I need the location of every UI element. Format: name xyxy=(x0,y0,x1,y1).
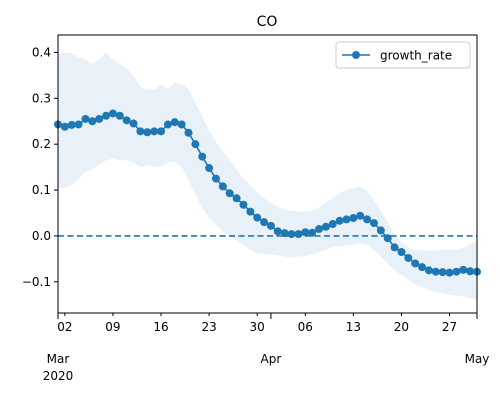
data-point xyxy=(108,109,117,118)
data-point xyxy=(129,119,138,128)
x-major-tick-label: Mar xyxy=(47,352,70,366)
data-point xyxy=(328,220,337,228)
x-minor-tick-label: 09 xyxy=(105,320,120,334)
data-point xyxy=(411,259,420,268)
data-point xyxy=(349,214,358,223)
data-point xyxy=(136,127,145,136)
data-point xyxy=(280,229,289,238)
data-point xyxy=(157,127,166,136)
y-tick-label: 0.1 xyxy=(32,183,51,197)
axes-layer: −0.1 0.0 0.1 0.2 0.3 0.4 02 09 16 23 30 06 13 20 27 Mar… xyxy=(22,34,490,383)
confidence-band-layer xyxy=(58,52,477,301)
legend-label: growth_rate xyxy=(380,49,452,63)
data-point xyxy=(60,122,69,131)
data-point xyxy=(150,127,159,136)
data-point xyxy=(191,140,200,149)
x-major-tick-label: Apr xyxy=(261,352,282,366)
y-tick-label: 0.0 xyxy=(32,229,51,243)
x-minor-tick-label: 16 xyxy=(153,320,168,334)
data-point xyxy=(356,211,365,220)
legend-marker-swatch xyxy=(352,51,360,59)
data-point xyxy=(335,216,344,225)
data-point xyxy=(239,200,248,209)
data-point xyxy=(383,234,392,243)
data-point xyxy=(122,116,131,125)
data-point xyxy=(369,219,378,228)
data-point xyxy=(342,215,351,224)
data-point xyxy=(246,207,255,216)
plot-frame xyxy=(57,34,478,314)
x-major-tick-label: May xyxy=(465,352,490,366)
y-tick-label: 0.3 xyxy=(32,91,51,105)
x-minor-tick-label: 20 xyxy=(394,320,409,334)
data-point xyxy=(205,164,214,173)
data-point xyxy=(363,215,372,224)
data-point xyxy=(321,222,330,231)
data-point xyxy=(390,243,399,252)
data-point xyxy=(452,267,461,276)
data-point xyxy=(260,218,269,227)
data-point xyxy=(218,182,227,191)
data-point xyxy=(115,111,124,120)
data-point xyxy=(294,230,303,239)
data-point xyxy=(88,117,97,126)
data-point xyxy=(198,152,207,161)
legend: growth_rate xyxy=(335,41,471,69)
x-minor-tick-label: 13 xyxy=(346,320,361,334)
data-point xyxy=(404,253,413,262)
data-point xyxy=(211,174,220,183)
data-point xyxy=(397,247,406,256)
data-point xyxy=(431,267,440,276)
data-point xyxy=(232,194,241,203)
x-major-tick-sublabel: 2020 xyxy=(43,369,74,383)
series-layer xyxy=(54,109,481,277)
data-point xyxy=(74,120,83,129)
data-point xyxy=(459,265,468,274)
data-point xyxy=(445,268,454,277)
data-point xyxy=(225,189,234,198)
data-point xyxy=(102,111,111,120)
data-point xyxy=(273,227,282,236)
x-minor-tick-label: 02 xyxy=(57,320,72,334)
data-point xyxy=(308,228,317,237)
data-point xyxy=(170,118,179,127)
data-point xyxy=(424,266,433,275)
data-point xyxy=(466,267,475,276)
data-point xyxy=(253,213,262,222)
data-point xyxy=(438,268,447,277)
x-minor-tick-label: 27 xyxy=(442,320,457,334)
data-point xyxy=(376,226,385,235)
x-minor-tick-label: 23 xyxy=(201,320,216,334)
data-point xyxy=(184,128,193,137)
y-tick-label: 0.4 xyxy=(32,45,51,59)
confidence-band xyxy=(58,52,477,301)
chart-title: CO xyxy=(257,14,278,30)
data-point xyxy=(266,221,275,230)
data-point xyxy=(163,120,172,129)
data-point xyxy=(301,228,310,237)
data-point xyxy=(95,114,104,123)
data-point xyxy=(67,120,76,129)
x-minor-tick-label: 06 xyxy=(298,320,313,334)
data-point xyxy=(315,225,324,234)
y-tick-label: 0.2 xyxy=(32,137,51,151)
data-point xyxy=(81,114,90,123)
x-minor-tick-label: 30 xyxy=(250,320,265,334)
data-point xyxy=(143,128,152,137)
data-point xyxy=(418,263,427,272)
legend-box xyxy=(335,41,471,69)
y-tick-label: −0.1 xyxy=(22,275,51,289)
data-point xyxy=(177,120,186,129)
data-point xyxy=(287,230,296,239)
